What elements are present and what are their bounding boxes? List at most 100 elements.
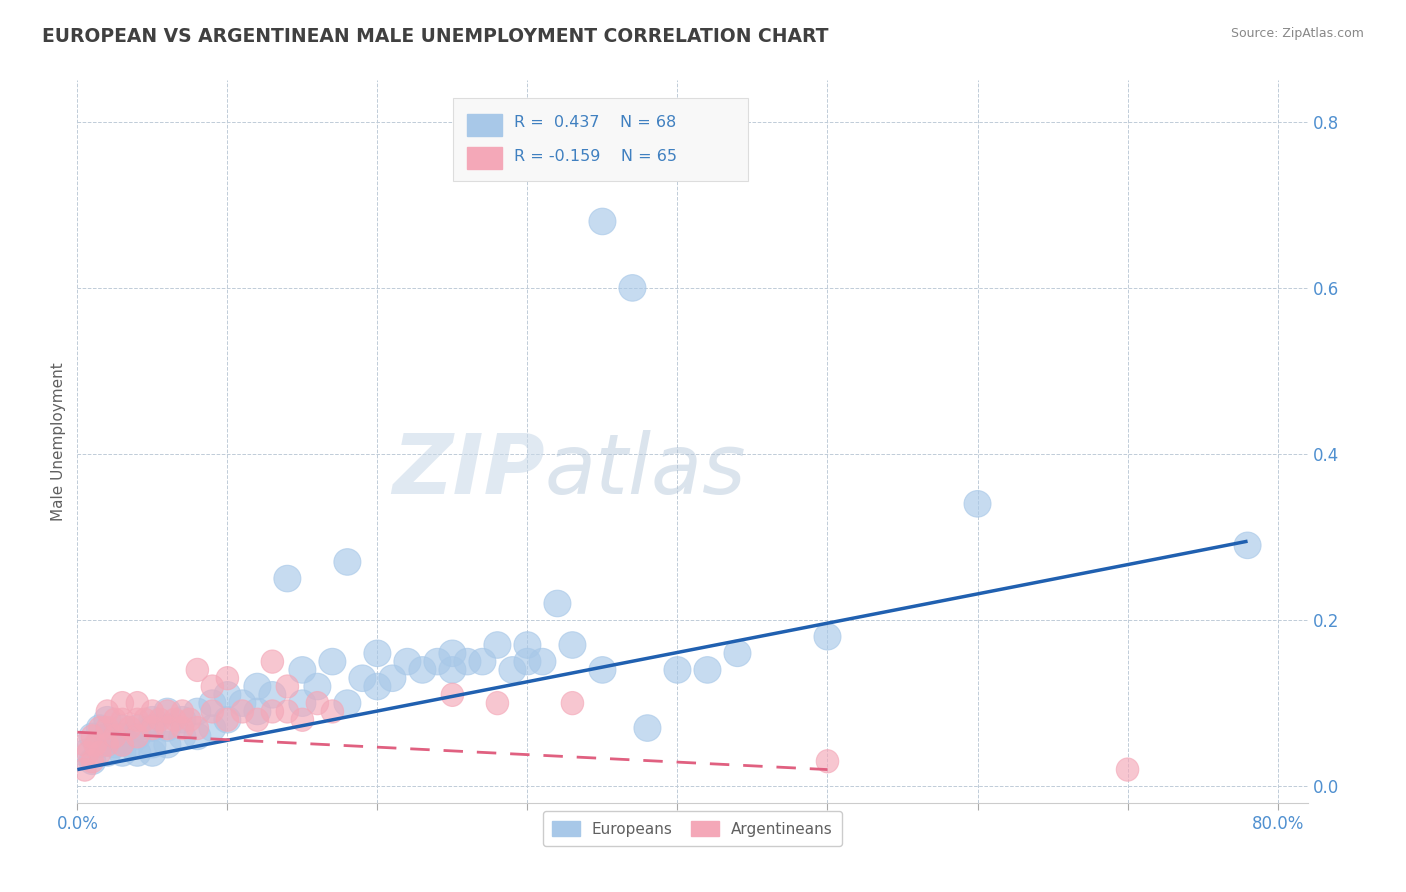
Ellipse shape	[104, 724, 127, 748]
Ellipse shape	[124, 723, 150, 749]
Ellipse shape	[111, 733, 134, 756]
Ellipse shape	[499, 657, 526, 683]
Ellipse shape	[589, 208, 616, 235]
Ellipse shape	[139, 739, 166, 766]
Ellipse shape	[423, 648, 451, 675]
Ellipse shape	[96, 716, 118, 739]
Ellipse shape	[184, 698, 211, 724]
Ellipse shape	[153, 698, 181, 724]
Ellipse shape	[186, 716, 208, 739]
Ellipse shape	[814, 624, 841, 650]
Ellipse shape	[214, 706, 240, 733]
Ellipse shape	[378, 665, 406, 691]
Ellipse shape	[96, 733, 118, 756]
Ellipse shape	[965, 491, 991, 517]
Ellipse shape	[72, 739, 98, 766]
Ellipse shape	[186, 658, 208, 681]
Bar	[467, 114, 502, 136]
Ellipse shape	[141, 716, 163, 739]
Text: ZIP: ZIP	[392, 430, 546, 511]
Ellipse shape	[664, 657, 690, 683]
Ellipse shape	[108, 714, 136, 741]
Ellipse shape	[439, 657, 465, 683]
Ellipse shape	[231, 700, 253, 723]
Ellipse shape	[274, 566, 301, 592]
Ellipse shape	[179, 708, 201, 731]
Ellipse shape	[124, 739, 150, 766]
Ellipse shape	[243, 698, 271, 724]
Ellipse shape	[198, 714, 226, 741]
Ellipse shape	[127, 708, 149, 731]
Ellipse shape	[84, 733, 107, 756]
Ellipse shape	[1116, 758, 1139, 781]
Ellipse shape	[695, 657, 721, 683]
Ellipse shape	[89, 741, 111, 764]
Ellipse shape	[470, 648, 496, 675]
Ellipse shape	[73, 733, 96, 756]
Ellipse shape	[364, 673, 391, 700]
Ellipse shape	[307, 691, 329, 714]
Ellipse shape	[515, 632, 541, 658]
Ellipse shape	[634, 714, 661, 741]
Ellipse shape	[117, 731, 143, 758]
Ellipse shape	[246, 708, 269, 731]
Ellipse shape	[394, 648, 420, 675]
Ellipse shape	[349, 665, 375, 691]
Ellipse shape	[409, 657, 436, 683]
Ellipse shape	[276, 700, 298, 723]
Ellipse shape	[515, 648, 541, 675]
Ellipse shape	[101, 731, 128, 758]
Ellipse shape	[153, 731, 181, 758]
Ellipse shape	[321, 700, 343, 723]
Ellipse shape	[243, 673, 271, 700]
Ellipse shape	[486, 691, 509, 714]
Ellipse shape	[169, 706, 195, 733]
Ellipse shape	[484, 632, 510, 658]
Ellipse shape	[333, 690, 361, 716]
Y-axis label: Male Unemployment: Male Unemployment	[51, 362, 66, 521]
Ellipse shape	[79, 748, 105, 774]
Ellipse shape	[589, 657, 616, 683]
Ellipse shape	[172, 700, 194, 723]
Ellipse shape	[94, 706, 121, 733]
Ellipse shape	[217, 666, 239, 690]
Text: atlas: atlas	[546, 430, 747, 511]
Ellipse shape	[201, 700, 224, 723]
Ellipse shape	[198, 690, 226, 716]
Ellipse shape	[82, 749, 104, 772]
Ellipse shape	[94, 739, 121, 766]
Ellipse shape	[76, 741, 98, 764]
Ellipse shape	[319, 648, 346, 675]
Ellipse shape	[149, 708, 172, 731]
Ellipse shape	[291, 708, 314, 731]
Ellipse shape	[276, 675, 298, 698]
Text: Source: ZipAtlas.com: Source: ZipAtlas.com	[1230, 27, 1364, 40]
Ellipse shape	[364, 640, 391, 666]
Legend: Europeans, Argentineans: Europeans, Argentineans	[543, 812, 842, 846]
Ellipse shape	[288, 657, 316, 683]
Ellipse shape	[108, 723, 136, 749]
Ellipse shape	[817, 749, 839, 772]
Ellipse shape	[82, 724, 104, 748]
Ellipse shape	[262, 650, 284, 673]
Ellipse shape	[127, 691, 149, 714]
Ellipse shape	[156, 716, 179, 739]
Ellipse shape	[104, 708, 127, 731]
Text: R =  0.437    N = 68: R = 0.437 N = 68	[515, 115, 676, 129]
Ellipse shape	[439, 640, 465, 666]
Ellipse shape	[86, 731, 114, 758]
FancyBboxPatch shape	[453, 98, 748, 181]
Ellipse shape	[454, 648, 481, 675]
Ellipse shape	[169, 723, 195, 749]
Ellipse shape	[619, 275, 645, 301]
Ellipse shape	[127, 724, 149, 748]
Ellipse shape	[259, 681, 285, 708]
Ellipse shape	[214, 681, 240, 708]
Ellipse shape	[172, 716, 194, 739]
Ellipse shape	[163, 708, 186, 731]
Ellipse shape	[544, 591, 571, 616]
Ellipse shape	[441, 683, 464, 706]
Text: EUROPEAN VS ARGENTINEAN MALE UNEMPLOYMENT CORRELATION CHART: EUROPEAN VS ARGENTINEAN MALE UNEMPLOYMEN…	[42, 27, 828, 45]
Ellipse shape	[184, 723, 211, 749]
Ellipse shape	[139, 714, 166, 741]
